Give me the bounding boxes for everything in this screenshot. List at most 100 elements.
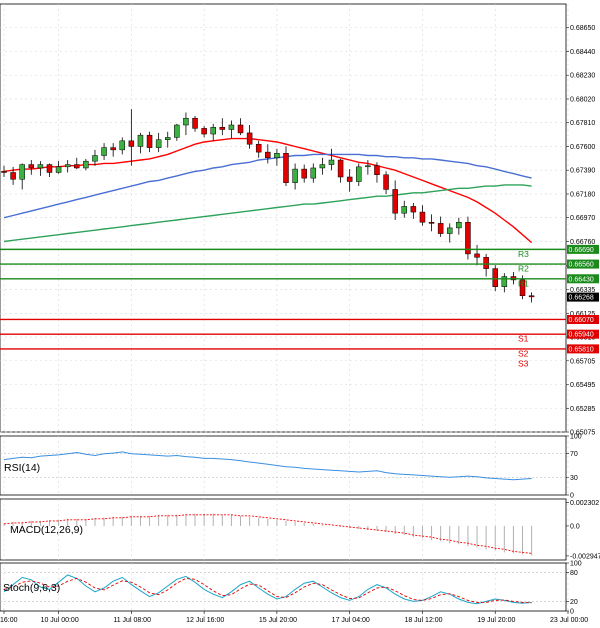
candle-body bbox=[92, 155, 98, 162]
price-tick-label: 0.66335 bbox=[570, 287, 595, 294]
time-axis: 16:00 10 Jul 00:00 11 Jul 08:00 12 Jul 16:0… bbox=[0, 611, 588, 624]
candle-body bbox=[228, 124, 235, 130]
candle-body bbox=[110, 147, 116, 151]
level-price-tag bbox=[567, 259, 599, 269]
macd-tick-label: 0.0 bbox=[570, 523, 580, 530]
candle-body bbox=[310, 167, 317, 179]
stoch-panel: 100 80 20 0 Stoch(9,6,3) bbox=[0, 561, 582, 616]
price-panel: 0.68650 0.68440 0.68230 0.68020 0.67810 0.676… bbox=[0, 3, 599, 437]
price-tick-label: 0.65495 bbox=[570, 382, 595, 389]
candle-body bbox=[392, 189, 398, 214]
candle-body bbox=[519, 279, 526, 296]
macd-tick-label: -0.002947 bbox=[570, 553, 600, 560]
candle-body bbox=[383, 174, 389, 190]
stoch-tick-label: 100 bbox=[570, 561, 582, 568]
rsi-tick-label: 0 bbox=[570, 493, 574, 500]
candle-body bbox=[346, 176, 353, 182]
candle-body bbox=[492, 268, 498, 287]
rsi-tick-label: 100 bbox=[570, 434, 582, 441]
macd-signal-line bbox=[3, 514, 532, 554]
stoch-tick-label: 80 bbox=[570, 570, 578, 577]
candle-body bbox=[274, 153, 280, 159]
stoch-frame bbox=[0, 562, 567, 612]
candle-body bbox=[119, 140, 126, 151]
price-tick-label: 0.68020 bbox=[570, 96, 595, 103]
level-price-label: 0.65810 bbox=[569, 346, 594, 353]
candle-body bbox=[192, 117, 198, 129]
rsi-panel: 100 70 30 0 RSI(14) bbox=[0, 434, 582, 500]
candle-body bbox=[55, 166, 62, 173]
level-price-label: 0.66430 bbox=[569, 276, 594, 283]
level-price-label: 0.66560 bbox=[569, 262, 594, 269]
stoch-d-line bbox=[3, 577, 532, 604]
level-price-tag bbox=[567, 274, 599, 284]
rsi-frame bbox=[0, 435, 567, 496]
stoch-k-line bbox=[3, 574, 532, 605]
rsi-title: RSI(14) bbox=[4, 462, 40, 474]
price-tick-label: 0.67180 bbox=[570, 191, 595, 198]
moving-average-line bbox=[3, 184, 532, 243]
level-name: R3 bbox=[518, 249, 529, 259]
candle-body bbox=[456, 221, 462, 229]
candle-body bbox=[437, 223, 444, 234]
candle-body bbox=[446, 227, 453, 234]
time-tick-label: 15 Jul 20:00 bbox=[259, 617, 297, 624]
level-price-tag bbox=[567, 329, 599, 339]
time-tick-label: 17 Jul 04:00 bbox=[332, 617, 370, 624]
candle-body bbox=[64, 164, 71, 168]
candle-body bbox=[428, 221, 435, 224]
candle-body bbox=[19, 164, 25, 180]
candle-body bbox=[474, 253, 480, 258]
stoch-tick-label: 20 bbox=[570, 599, 578, 606]
candle-body bbox=[219, 127, 226, 130]
candle-body bbox=[174, 124, 180, 138]
candle-body bbox=[246, 132, 253, 145]
level-price-tag bbox=[567, 344, 599, 354]
candle-body bbox=[10, 172, 16, 180]
price-tick-label: 0.66125 bbox=[570, 311, 595, 318]
level-price-label: 0.66690 bbox=[569, 247, 594, 254]
price-tick-label: 0.68440 bbox=[570, 49, 595, 56]
current-price-label: 0.66268 bbox=[569, 295, 594, 302]
candle-body bbox=[410, 206, 417, 213]
candle-body bbox=[183, 117, 189, 126]
candle-body bbox=[146, 134, 153, 148]
candle-body bbox=[337, 159, 344, 178]
candle-body bbox=[301, 168, 307, 179]
current-price-tag bbox=[567, 292, 599, 302]
level-price-label: 0.65940 bbox=[569, 332, 594, 339]
candle-body bbox=[210, 127, 216, 135]
candle-body bbox=[28, 164, 35, 169]
time-tick-label: 16:00 bbox=[0, 617, 18, 624]
candle-body bbox=[255, 143, 262, 153]
price-tick-label: 0.67390 bbox=[570, 168, 595, 175]
candle-body bbox=[46, 164, 53, 173]
candle-body bbox=[483, 257, 489, 269]
price-tick-label: 0.65075 bbox=[570, 430, 595, 437]
candle-body bbox=[83, 160, 89, 169]
level-price-label: 0.66070 bbox=[569, 317, 594, 324]
candle-body bbox=[101, 147, 107, 156]
candle-body bbox=[501, 276, 508, 287]
candle-body bbox=[74, 164, 80, 169]
time-tick-label: 11 Jul 08:00 bbox=[113, 617, 151, 624]
candle-body bbox=[1, 171, 7, 173]
level-name: S3 bbox=[518, 358, 529, 368]
price-tick-label: 0.65285 bbox=[570, 406, 595, 413]
stoch-title: Stoch(9,6,3) bbox=[3, 582, 60, 594]
level-name: R2 bbox=[518, 264, 529, 274]
candle-body bbox=[374, 165, 380, 175]
candle-body bbox=[328, 159, 335, 165]
candle-body bbox=[265, 151, 271, 159]
rsi-tick-label: 70 bbox=[570, 451, 578, 458]
level-price-tag bbox=[567, 244, 599, 254]
candle-body bbox=[164, 137, 171, 140]
time-tick-label: 23 Jul 00:00 bbox=[550, 617, 588, 624]
level-name: S2 bbox=[518, 348, 529, 358]
price-tick-label: 0.67600 bbox=[570, 144, 595, 151]
candle-body bbox=[237, 124, 244, 134]
price-tick-label: 0.66970 bbox=[570, 215, 595, 222]
macd-panel: 0.002302 0.0 -0.002947 MACD(12,26,9) bbox=[0, 498, 600, 560]
price-tick-label: 0.68650 bbox=[570, 25, 595, 32]
